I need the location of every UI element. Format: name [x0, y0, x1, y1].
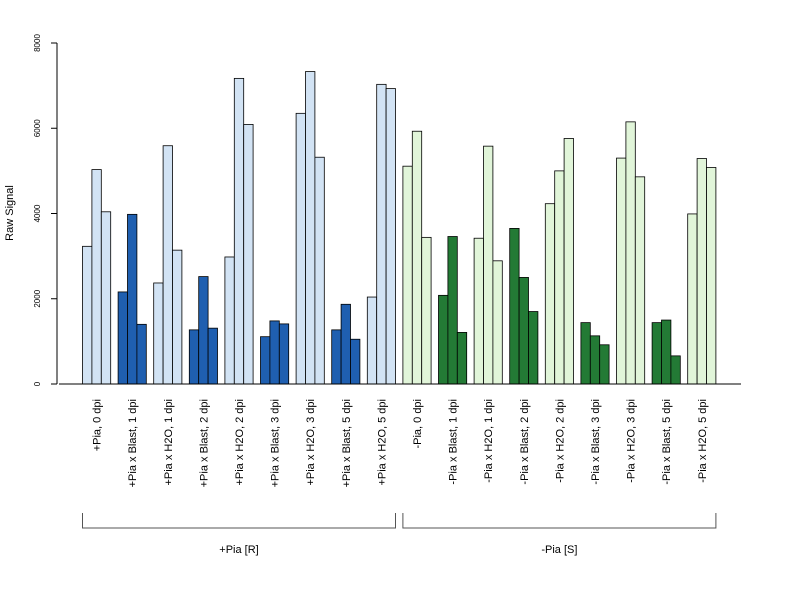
y-tick-label: 8000	[33, 34, 42, 52]
bar	[198, 276, 209, 385]
bar	[616, 157, 627, 385]
bar	[473, 237, 484, 385]
category-label: -Pia x Blast, 3 dpi	[590, 399, 602, 485]
bar	[243, 124, 254, 385]
category-label: +Pia x Blast, 5 dpi	[341, 399, 353, 487]
bar	[188, 329, 200, 385]
bar	[295, 112, 306, 385]
category-label: +Pia x H2O, 1 dpi	[163, 399, 175, 486]
category-label: -Pia x Blast, 1 dpi	[448, 399, 460, 485]
category-label: -Pia x Blast, 2 dpi	[519, 399, 531, 485]
bar	[483, 145, 494, 385]
bar	[687, 213, 698, 385]
group-label: -Pia [S]	[541, 544, 577, 556]
bar	[376, 83, 387, 385]
category-label: +Pia x H2O, 3 dpi	[305, 399, 317, 486]
bar	[706, 167, 717, 385]
bar	[162, 145, 173, 385]
category-label: +Pia x Blast, 3 dpi	[270, 399, 282, 487]
group-brackets: +Pia [R] -Pia [S]	[82, 513, 717, 556]
category-label: -Pia x H2O, 3 dpi	[626, 399, 638, 483]
bar	[696, 158, 707, 385]
bar	[411, 130, 423, 385]
bar	[456, 332, 468, 385]
category-label: -Pia, 0 dpi	[412, 399, 424, 449]
bar	[91, 169, 102, 385]
bar	[509, 228, 520, 385]
group-bracket	[82, 513, 396, 529]
bar	[366, 296, 378, 385]
y-tick-label: 4000	[33, 204, 42, 222]
category-label: +Pia, 0 dpi	[92, 399, 104, 451]
bar	[670, 355, 681, 385]
bar	[421, 236, 432, 385]
bar	[117, 291, 128, 385]
bar	[447, 236, 458, 385]
bar	[153, 282, 164, 385]
y-tick-label: 2000	[33, 289, 42, 307]
bar	[224, 256, 235, 385]
bar	[331, 329, 342, 385]
bar	[554, 170, 565, 385]
bar	[589, 335, 601, 385]
bar	[402, 165, 413, 385]
y-axis: 0 2000 4000 6000 8000	[33, 34, 58, 386]
bar	[492, 260, 503, 385]
bar	[544, 203, 556, 385]
category-label: +Pia x H2O, 2 dpi	[234, 399, 246, 486]
bar	[82, 245, 93, 385]
y-tick-label: 6000	[33, 119, 42, 137]
category-labels: +Pia, 0 dpi +Pia x Blast, 1 dpi +Pia x H2O…	[92, 399, 709, 487]
bar	[314, 156, 325, 385]
bar	[625, 121, 636, 385]
y-axis-title: Raw Signal	[4, 185, 16, 241]
bar	[599, 344, 610, 385]
group-bracket	[402, 513, 717, 529]
bar	[172, 249, 183, 385]
bar	[260, 336, 271, 385]
bar	[634, 176, 646, 385]
category-label: +Pia x Blast, 2 dpi	[198, 399, 210, 487]
y-tick-label: 0	[33, 381, 42, 386]
bar	[127, 213, 138, 385]
category-label: +Pia x Blast, 1 dpi	[127, 399, 139, 487]
category-label: -Pia x H2O, 1 dpi	[483, 399, 495, 483]
bar	[233, 77, 245, 385]
bar	[580, 322, 591, 385]
category-label: -Pia x H2O, 2 dpi	[554, 399, 566, 483]
category-label: -Pia x H2O, 5 dpi	[697, 399, 709, 483]
bar	[438, 294, 449, 385]
bar	[136, 323, 147, 385]
bar	[518, 277, 529, 385]
category-label: -Pia x Blast, 5 dpi	[661, 399, 673, 485]
bar	[350, 338, 361, 385]
bar	[661, 319, 672, 385]
group-label: +Pia [R]	[219, 544, 258, 556]
category-label: +Pia x H2O, 5 dpi	[376, 399, 388, 486]
bar	[385, 88, 396, 385]
bar	[340, 303, 351, 385]
bar	[278, 323, 290, 385]
bar	[207, 327, 218, 385]
bar	[563, 138, 574, 385]
bar	[100, 211, 112, 385]
bar	[269, 320, 280, 385]
bars	[82, 71, 717, 385]
bar	[528, 311, 539, 385]
bar	[651, 322, 662, 385]
bar	[305, 71, 316, 385]
